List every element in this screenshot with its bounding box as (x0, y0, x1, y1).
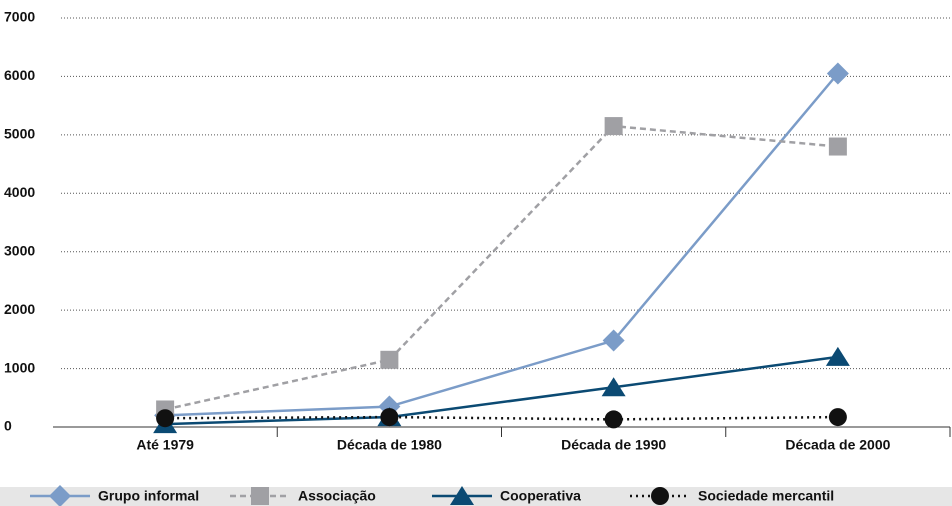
y-tick-label: 1000 (4, 359, 35, 375)
marker (601, 377, 626, 397)
y-tick-label: 3000 (4, 242, 35, 258)
y-tick-label: 6000 (4, 67, 35, 83)
marker (651, 487, 669, 505)
marker (380, 350, 399, 369)
y-tick-label: 7000 (4, 9, 35, 25)
series-line (164, 124, 838, 411)
marker (826, 62, 849, 85)
marker (156, 409, 175, 428)
legend-label: Sociedade mercantil (698, 488, 834, 504)
marker (380, 408, 399, 427)
legend-label: Grupo informal (98, 488, 199, 504)
x-tick-label: Década de 2000 (785, 437, 890, 453)
marker (450, 486, 474, 505)
marker (828, 408, 847, 427)
x-tick-label: Década de 1980 (337, 437, 442, 453)
marker (825, 346, 850, 366)
y-tick-label: 4000 (4, 184, 35, 200)
legend-label: Associação (298, 488, 376, 504)
y-tick-label: 2000 (4, 301, 35, 317)
marker (604, 117, 623, 136)
marker (251, 487, 269, 505)
y-tick-label: 5000 (4, 126, 35, 142)
marker (49, 485, 71, 506)
legend-label: Cooperativa (500, 488, 581, 504)
series-line (165, 415, 838, 421)
series-line (165, 72, 839, 417)
y-tick-label: 0 (4, 418, 12, 434)
marker (604, 410, 623, 429)
x-tick-label: Até 1979 (136, 437, 194, 453)
x-tick-label: Década de 1990 (561, 437, 666, 453)
series-line (165, 355, 839, 426)
marker (602, 329, 625, 352)
marker (828, 137, 847, 156)
